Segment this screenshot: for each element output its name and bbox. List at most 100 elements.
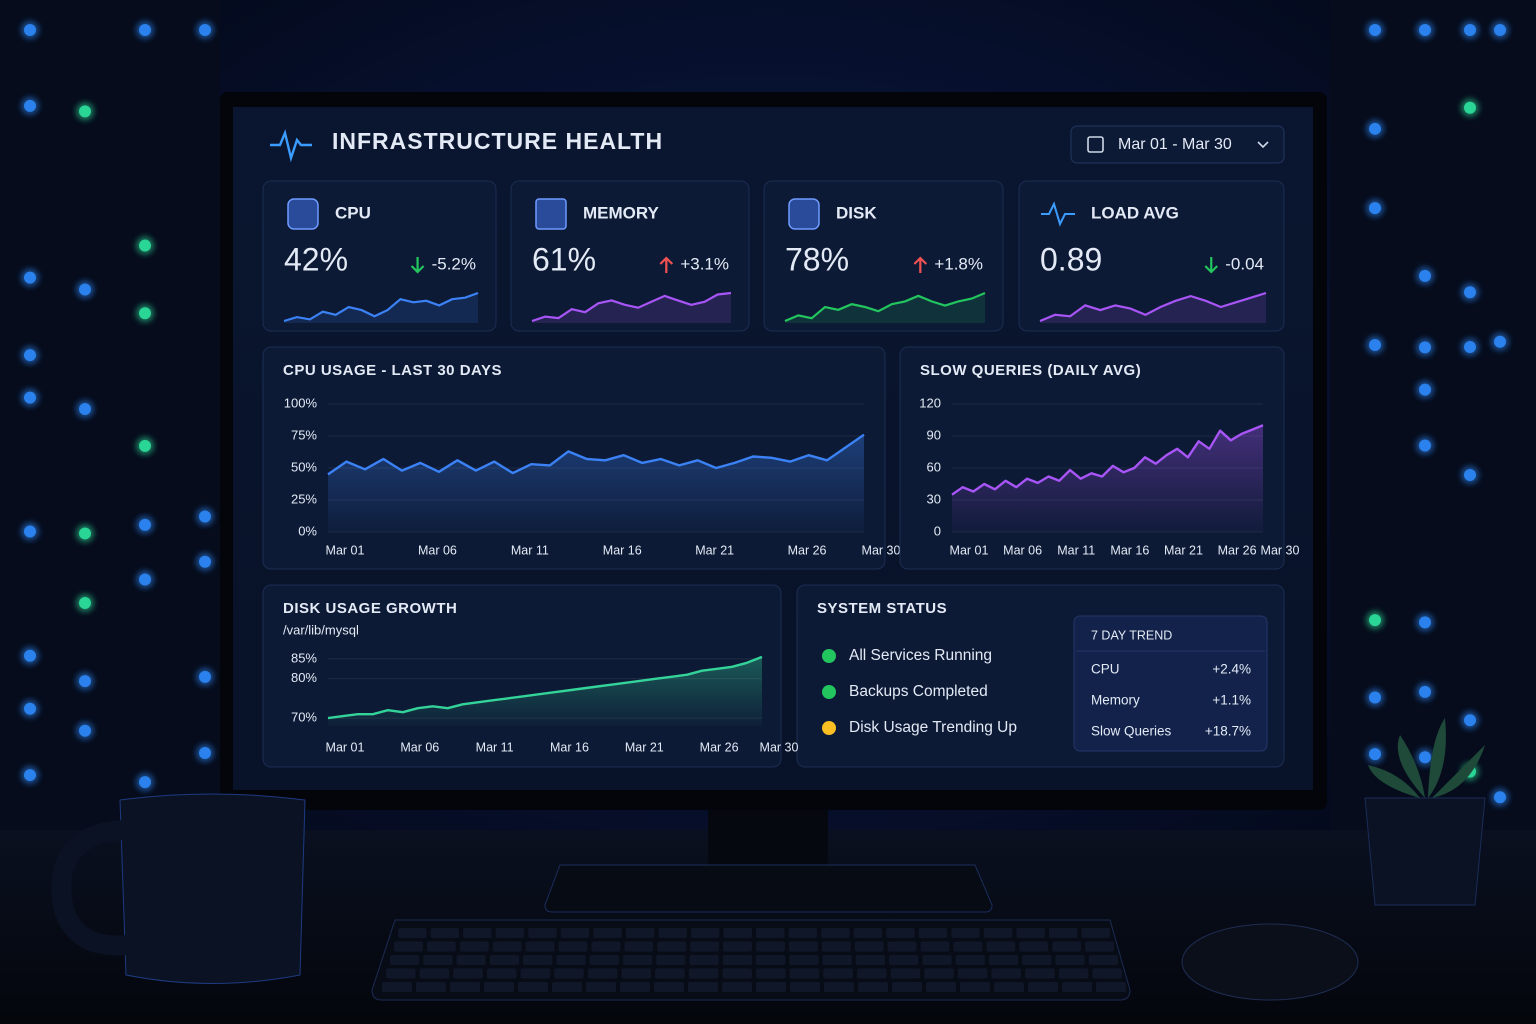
kpi-icon: [788, 198, 820, 230]
key: [1088, 955, 1118, 965]
status-title: SYSTEM STATUS: [817, 600, 947, 617]
x-tick-label: Mar 21: [625, 740, 664, 754]
date-picker-box[interactable]: [1070, 125, 1285, 164]
key: [463, 928, 492, 938]
rack-light: [24, 649, 36, 662]
key: [953, 941, 983, 952]
rack-light: [139, 573, 151, 586]
date-range[interactable]: Mar 01 - Mar 30: [1118, 136, 1232, 153]
rack-light: [1369, 691, 1381, 704]
key: [558, 941, 588, 952]
y-tick-label: 25%: [291, 491, 317, 506]
key: [489, 955, 520, 965]
key: [525, 941, 555, 952]
mug-handle: [51, 820, 129, 956]
kpi-value: 42%: [284, 241, 348, 277]
key: [486, 968, 517, 979]
key: [689, 955, 719, 965]
mouse: [1181, 923, 1359, 1001]
line-area: [328, 656, 762, 726]
keys: [382, 928, 1126, 992]
x-tick-label: Mar 30: [1261, 543, 1300, 557]
key: [1058, 968, 1089, 979]
chart-title: DISK USAGE GROWTH: [283, 600, 457, 617]
key: [790, 982, 820, 992]
rack-light: [1464, 101, 1476, 114]
x-tick-label: Mar 26: [788, 543, 827, 557]
key: [658, 928, 687, 938]
sparkline: [784, 291, 986, 323]
kpi-label: LOAD AVG: [1091, 203, 1179, 222]
key: [656, 955, 686, 965]
key: [1096, 982, 1126, 992]
x-tick-label: Mar 16: [1110, 543, 1149, 557]
rack-light: [79, 724, 91, 737]
y-tick-label: 75%: [291, 427, 317, 442]
kpi-change-arrow: [659, 256, 674, 273]
rack-light: [1419, 685, 1431, 698]
date-picker[interactable]: Mar 01 - Mar 30: [1070, 125, 1285, 164]
key: [890, 968, 921, 979]
key: [423, 955, 453, 965]
rack-light: [199, 670, 211, 683]
key: [926, 982, 956, 992]
key: [892, 982, 922, 992]
key: [657, 941, 687, 952]
key: [789, 968, 820, 979]
key: [924, 968, 954, 979]
key: [858, 982, 888, 992]
rack-light: [24, 769, 36, 782]
key: [788, 941, 818, 952]
kpi-icon: [535, 198, 567, 230]
rack-light: [1464, 341, 1476, 354]
rack-light: [1419, 24, 1431, 36]
key: [824, 982, 854, 992]
key: [854, 941, 884, 952]
trend-value: +1.1%: [1212, 693, 1251, 708]
key: [722, 968, 752, 979]
kpi-change: -5.2%: [432, 254, 476, 273]
y-tick-label: 70%: [291, 710, 317, 725]
key: [690, 928, 720, 938]
key: [593, 928, 622, 938]
rack-light: [1419, 616, 1431, 629]
key: [520, 968, 551, 979]
key: [960, 982, 990, 992]
rack-light: [139, 439, 151, 452]
dashboard-title: INFRASTRUCTURE HEALTH: [332, 128, 663, 154]
key: [822, 955, 852, 965]
plant-pot: [1364, 797, 1486, 906]
x-tick-label: Mar 30: [862, 543, 901, 557]
key: [456, 955, 486, 965]
trend-value: +18.7%: [1205, 724, 1251, 739]
key: [1019, 941, 1049, 952]
chart-title: CPU USAGE - LAST 30 DAYS: [283, 362, 502, 379]
rack-light: [1369, 122, 1381, 135]
key: [722, 955, 752, 965]
rack-light: [1494, 791, 1506, 804]
key: [855, 955, 886, 965]
chart-title: SLOW QUERIES (DAILY AVG): [920, 362, 1141, 379]
monitor-neck: [708, 800, 828, 870]
x-tick-label: Mar 11: [1057, 543, 1095, 557]
key: [528, 928, 557, 938]
rack-light: [199, 555, 211, 568]
key: [624, 941, 654, 952]
sparkline-area: [284, 293, 478, 323]
status-dot: [822, 649, 836, 663]
key: [416, 982, 446, 992]
y-tick-label: 30: [927, 491, 941, 506]
key: [1028, 982, 1058, 992]
line-series: [951, 424, 1264, 496]
key: [560, 928, 590, 938]
key: [1048, 928, 1078, 938]
rack-light: [199, 510, 211, 523]
rack-light: [139, 776, 151, 789]
key: [983, 928, 1013, 938]
key: [1016, 928, 1045, 938]
x-tick-label: Mar 26: [1218, 543, 1257, 557]
kpi-card: [1018, 180, 1285, 332]
key: [1022, 955, 1052, 965]
key: [386, 968, 416, 979]
x-tick-label: Mar 16: [550, 740, 589, 754]
